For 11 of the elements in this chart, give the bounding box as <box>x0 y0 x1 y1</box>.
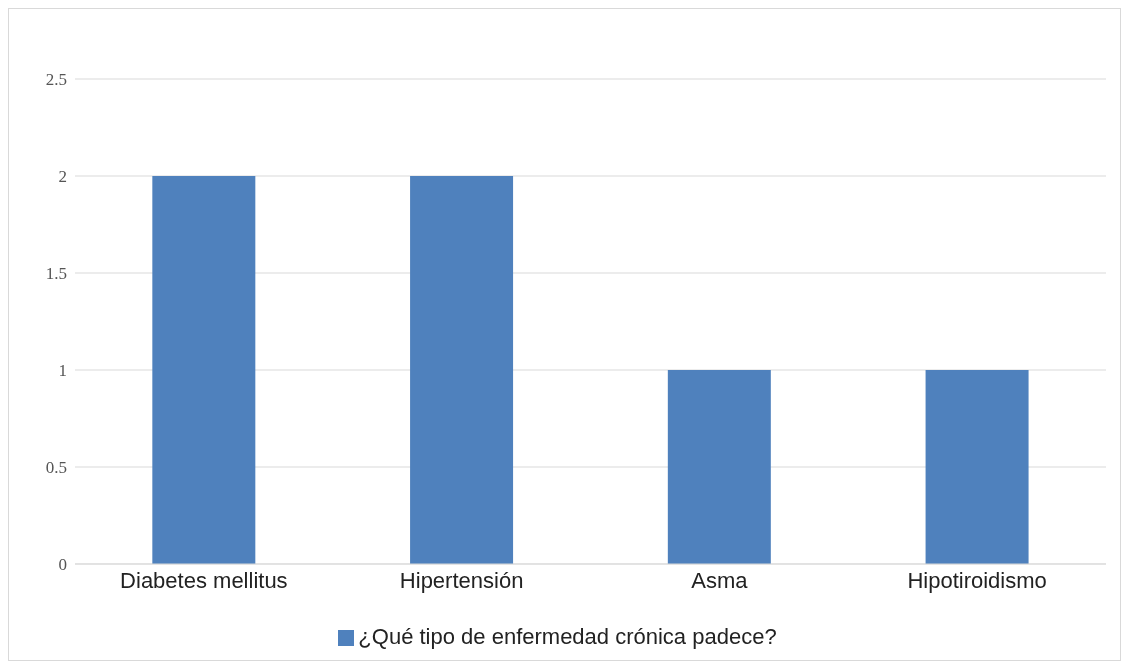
y-tick-label: 1.5 <box>45 264 67 284</box>
y-tick-label: 0.5 <box>45 458 67 478</box>
x-tick-label: Asma <box>691 567 749 593</box>
x-tick-label: Hipertensión <box>399 567 524 593</box>
x-tick-label: Diabetes mellitus <box>120 567 288 593</box>
y-tick-label: 1 <box>58 361 67 381</box>
legend-label: ¿Qué tipo de enfermedad crónica padece? <box>358 624 777 649</box>
y-tick-label: 2 <box>58 167 67 187</box>
y-tick-label: 2.5 <box>45 70 67 90</box>
y-tick-label: 0 <box>58 555 67 575</box>
x-tick-label: Hipotiroidismo <box>907 567 1047 593</box>
